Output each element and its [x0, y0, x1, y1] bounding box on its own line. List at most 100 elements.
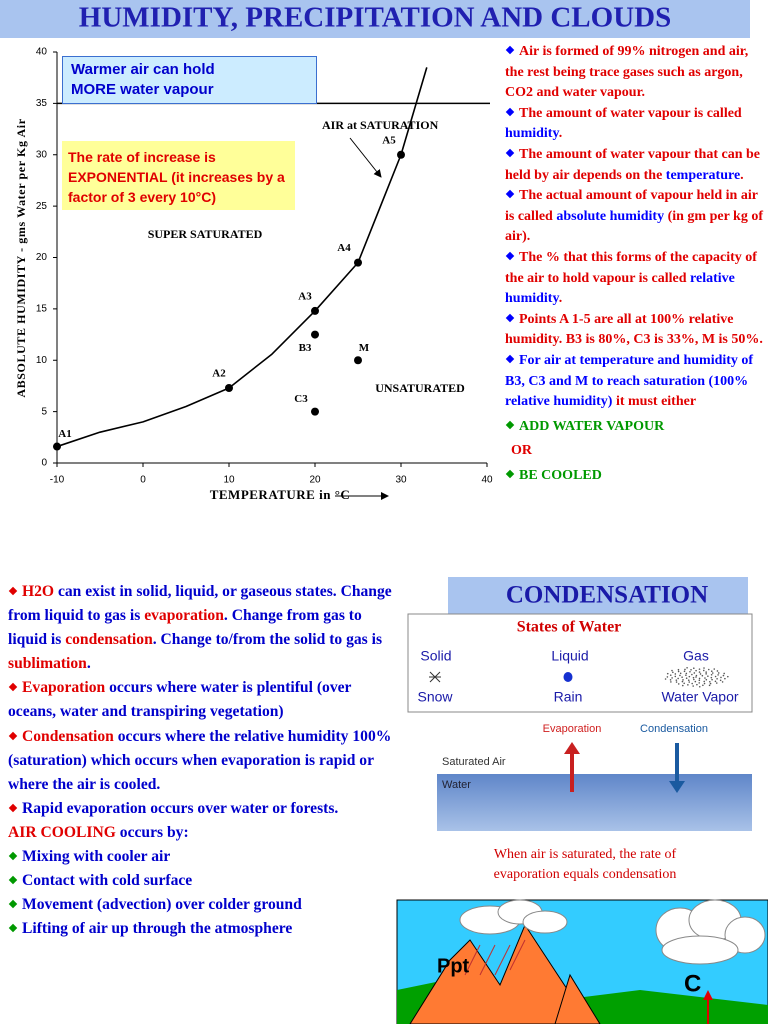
speck [666, 676, 669, 678]
speck [669, 674, 672, 676]
speck [664, 678, 667, 680]
note: Warmer air can hold MORE water vapour [71, 61, 215, 98]
paragraph: Lifting of air up through the atmosphere [8, 917, 396, 941]
point [311, 330, 319, 339]
paragraph: ADD WATER VAPOUR [505, 417, 767, 438]
paragraph: Air is formed of 99% nitrogen and air, t… [505, 42, 767, 104]
speck [677, 683, 680, 685]
text: Evaporation [22, 679, 106, 697]
bullet [505, 45, 515, 55]
speck [710, 676, 713, 679]
y-axis-label: ABSOLUTE HUMIDITY - gms Water per Kg Air [14, 118, 28, 397]
bullet [8, 924, 18, 933]
speck [698, 685, 701, 688]
bullet [505, 148, 515, 158]
speck [703, 667, 705, 669]
paragraph: The actual amount of vapour held in air … [505, 186, 767, 248]
text: relative humidity [505, 270, 735, 307]
text: temperature [665, 167, 741, 183]
speck [670, 681, 672, 683]
bullet [8, 586, 18, 596]
label: Solid [420, 648, 451, 664]
text: H2O [22, 583, 55, 600]
label: Gas [683, 648, 709, 664]
speck [708, 680, 711, 683]
label: Water [442, 779, 471, 791]
speck [674, 673, 677, 675]
speck [693, 672, 696, 674]
speck [723, 672, 725, 675]
speck [681, 684, 684, 687]
text: ADD WATER VAPOUR [519, 418, 665, 434]
speck [720, 676, 722, 679]
speck [710, 670, 713, 673]
paragraph: The amount of water vapour that can be h… [505, 145, 767, 186]
point-label: A2 [212, 368, 226, 380]
x-tick-label: 30 [395, 475, 407, 486]
note-box: Warmer air can hold MORE water vapour [62, 56, 317, 104]
speck [708, 684, 711, 687]
speck [704, 677, 706, 679]
text: . Change to/from the solid to gas is [152, 631, 383, 649]
paragraph: BE COOLED [505, 466, 767, 487]
bullet [8, 731, 18, 740]
point-label: B3 [299, 342, 312, 354]
bullet [505, 313, 515, 322]
point-label: C3 [294, 393, 308, 405]
speck [695, 676, 697, 678]
speck [707, 668, 710, 671]
snow-icon [429, 671, 441, 683]
point-label: A5 [382, 134, 396, 146]
speck [672, 671, 674, 674]
text: Contact with cold surface [22, 872, 193, 890]
y-tick-label: 25 [36, 201, 48, 212]
speck [685, 677, 688, 680]
speck [671, 677, 673, 679]
paragraph: Mixing with cooler air [8, 845, 396, 869]
speck [688, 681, 691, 683]
text: occurs where the relative humidity 100% … [8, 727, 392, 793]
label: Evaporation [543, 723, 602, 735]
speck [716, 678, 718, 680]
point-label: A1 [58, 428, 71, 440]
speck [698, 668, 701, 670]
text: BE COOLED [519, 467, 602, 483]
speck [698, 679, 701, 682]
point [225, 383, 233, 392]
speck [702, 684, 704, 687]
speck [702, 669, 705, 672]
text: The amount of water vapour is called [519, 105, 742, 121]
speck [695, 674, 698, 677]
speck [701, 674, 704, 677]
note: The rate of increase is EXPONENTIAL (it … [68, 149, 285, 205]
bullet [8, 803, 18, 813]
speck [699, 673, 702, 675]
text: AIR COOLING [8, 823, 116, 841]
title: HUMIDITY, PRECIPITATION AND CLOUDS [79, 2, 671, 34]
speck [684, 668, 686, 671]
paragraph: H2O can exist in solid, liquid, or gaseo… [8, 580, 396, 676]
bullet [8, 899, 18, 909]
label: Rain [554, 689, 583, 705]
precip [464, 939, 526, 976]
speck [711, 672, 714, 674]
speck [692, 685, 694, 687]
y-tick-label: 5 [41, 406, 47, 417]
paragraph: Points A 1-5 are all at 100% relative hu… [505, 310, 767, 351]
x-axis-label: TEMPERATURE in °C [210, 487, 351, 502]
point-label: M [359, 342, 370, 354]
speck [719, 679, 722, 682]
speck [714, 675, 717, 678]
speck [677, 668, 680, 671]
line [56, 67, 428, 448]
speck [687, 684, 689, 686]
rain-icon [563, 672, 573, 682]
point [53, 442, 61, 451]
speck [681, 680, 684, 683]
point [354, 258, 362, 267]
annotation: AIR at SATURATION [322, 118, 439, 132]
speck [671, 669, 673, 672]
speck [705, 671, 707, 673]
paragraph: Contact with cold surface [8, 869, 396, 893]
